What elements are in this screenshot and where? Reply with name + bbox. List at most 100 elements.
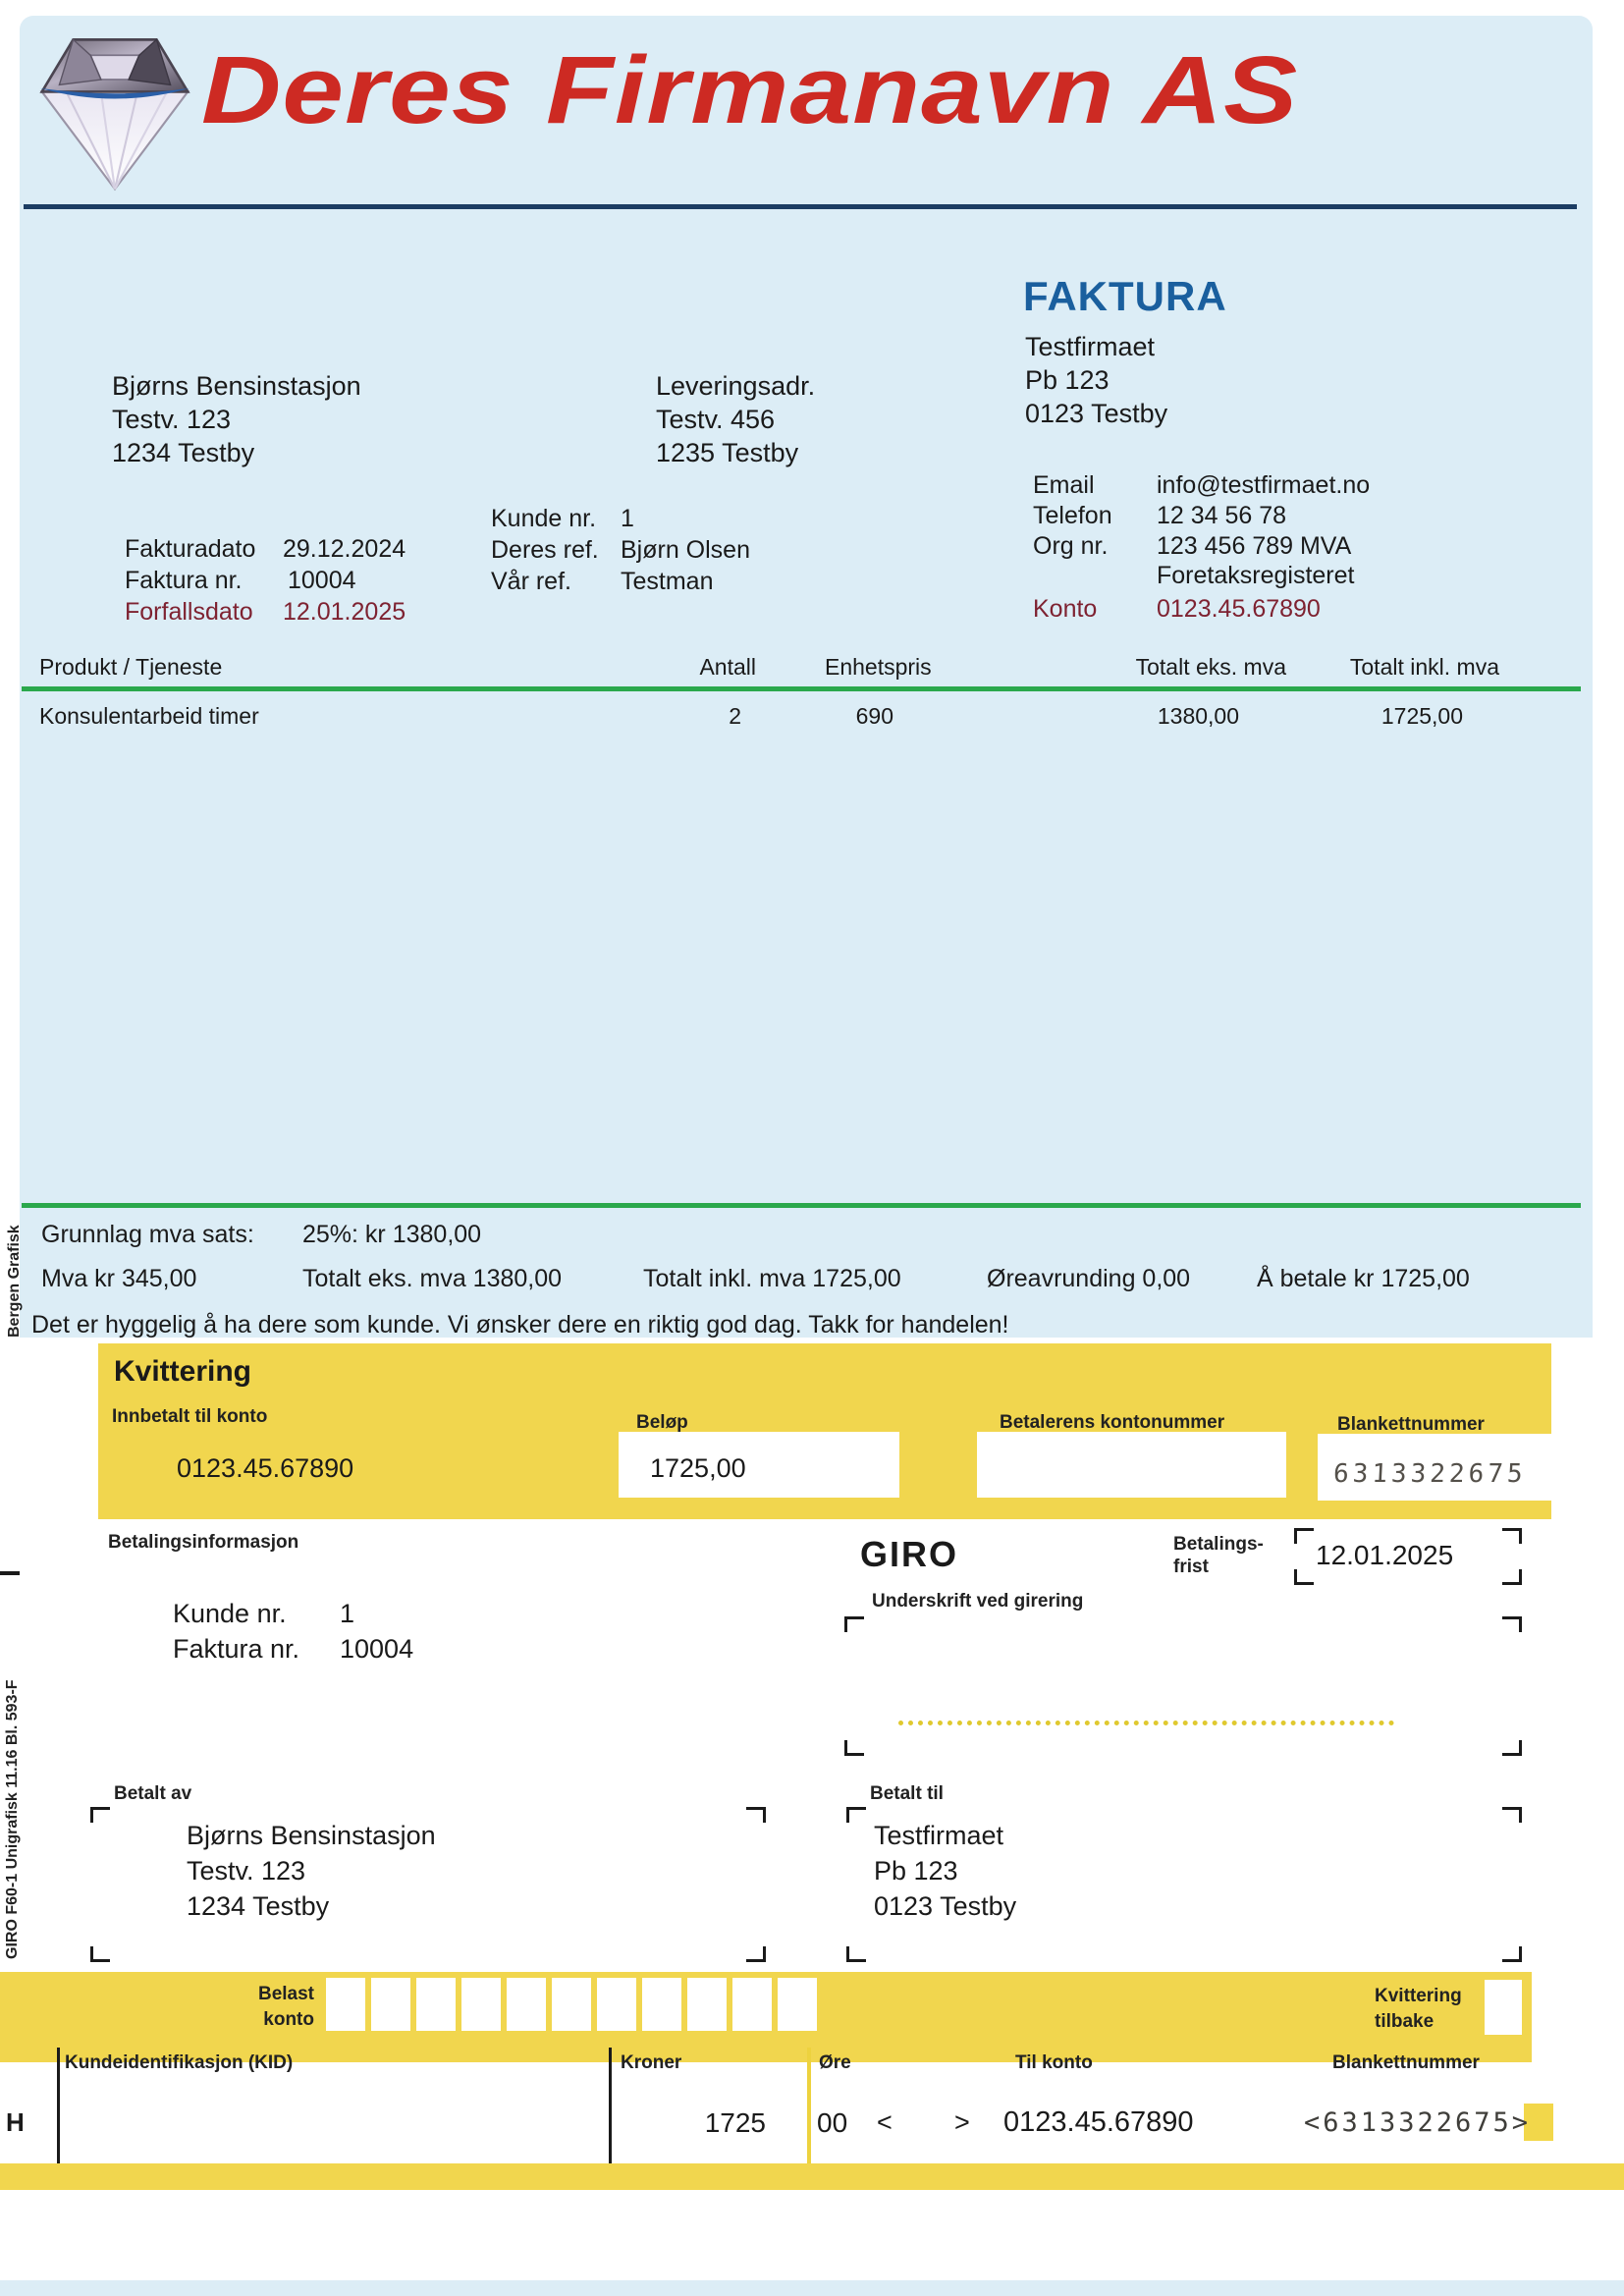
signature-corner-bl xyxy=(844,1740,864,1756)
kroner-divider xyxy=(609,2048,612,2165)
lt-mark: < xyxy=(877,2107,893,2137)
our-ref-value: Testman xyxy=(621,568,714,595)
h-mark: H xyxy=(6,2107,25,2137)
register-value: Foretaksregisteret xyxy=(1157,562,1355,589)
paid-by-name: Bjørns Bensinstasjon xyxy=(187,1821,436,1850)
paid-to-corner-br xyxy=(1502,1946,1522,1962)
diamond-logo-icon xyxy=(27,27,202,192)
belast-label-1: Belast xyxy=(257,1984,314,2004)
konto-value: 0123.45.67890 xyxy=(1157,595,1321,623)
rounding: Øreavrunding 0,00 xyxy=(987,1265,1191,1292)
kvittering-tilbake-box xyxy=(1485,1980,1522,2035)
paid-by-city: 1234 Testby xyxy=(187,1891,330,1921)
invoice-panel xyxy=(20,16,1593,1338)
col-header-product: Produkt / Tjeneste xyxy=(39,654,223,680)
paid-by-corner-br xyxy=(746,1946,766,1962)
due-date-label: Forfallsdato xyxy=(125,598,253,626)
cell-qty: 2 xyxy=(729,703,741,729)
due-date-value: 12.01.2025 xyxy=(283,598,406,626)
belast-label-2: konto xyxy=(263,2009,314,2030)
ore-header: Øre xyxy=(819,2052,851,2073)
signature-corner-tr xyxy=(1502,1616,1522,1632)
signature-label: Underskrift ved girering xyxy=(872,1591,1084,1612)
kid-divider xyxy=(57,2048,60,2165)
amount-value: 1725,00 xyxy=(650,1453,746,1483)
email-value: info@testfirmaet.no xyxy=(1157,471,1371,499)
kvittering-tilbake-label-2: tilbake xyxy=(1375,2011,1435,2032)
vat-base-label: Grunnlag mva sats: xyxy=(41,1221,254,1248)
company-name: Deres Firmanavn AS xyxy=(201,36,1299,143)
kroner-header: Kroner xyxy=(621,2052,682,2073)
due-box-corner-tl xyxy=(1294,1528,1314,1544)
amount-box xyxy=(619,1432,899,1498)
payer-account-label: Betalerens kontonummer xyxy=(1000,1412,1225,1433)
kid-header: Kundeidentifikasjon (KID) xyxy=(65,2052,294,2073)
col-header-total-inc: Totalt inkl. mva xyxy=(1349,654,1499,680)
account-digit-box xyxy=(642,1978,681,2031)
delivery-street: Testv. 456 xyxy=(656,405,776,434)
paid-by-corner-tl xyxy=(90,1807,110,1823)
printshop-credit: Bergen Grafisk xyxy=(6,1225,23,1338)
account-digit-box xyxy=(597,1978,636,2031)
payment-due-value: 12.01.2025 xyxy=(1316,1540,1454,1570)
account-digit-box xyxy=(416,1978,456,2031)
total-inc-vat: Totalt inkl. mva 1725,00 xyxy=(643,1265,901,1292)
col-header-total-ex: Totalt eks. mva xyxy=(1135,654,1286,680)
invoice-date-value: 29.12.2024 xyxy=(283,535,406,563)
blankett-highlight xyxy=(1524,2104,1553,2141)
giro-invoice-label: Faktura nr. xyxy=(173,1634,300,1664)
issuer-city: 0123 Testby xyxy=(1025,399,1168,428)
konto-label: Konto xyxy=(1033,595,1098,623)
giro-invoice-value: 10004 xyxy=(340,1634,414,1664)
recipient-street: Testv. 123 xyxy=(112,405,232,434)
account-digit-box xyxy=(778,1978,817,2031)
kroner-value: 1725 xyxy=(704,2107,766,2138)
account-digit-box xyxy=(326,1978,365,2031)
phone-value: 12 34 56 78 xyxy=(1157,502,1287,529)
til-konto-value: 0123.45.67890 xyxy=(1003,2106,1194,2138)
paid-by-corner-bl xyxy=(90,1946,110,1962)
header-rule xyxy=(24,204,1577,209)
summary-rule xyxy=(22,1203,1581,1208)
email-label: Email xyxy=(1033,471,1095,499)
thanks-note: Det er hyggelig å ha dere som kunde. Vi … xyxy=(31,1311,1009,1339)
customer-no-value: 1 xyxy=(621,505,634,532)
receipt-blankett-box xyxy=(1318,1434,1551,1501)
cell-product: Konsulentarbeid timer xyxy=(39,703,259,729)
ore-value: 00 xyxy=(817,2107,848,2138)
invoice-no-value: 10004 xyxy=(288,567,356,594)
account-digit-box xyxy=(687,1978,727,2031)
amount-label: Beløp xyxy=(636,1412,688,1433)
invoice-no-label: Faktura nr. xyxy=(125,567,243,594)
phone-label: Telefon xyxy=(1033,502,1112,529)
account-digit-box xyxy=(371,1978,410,2031)
payer-account-box xyxy=(977,1432,1286,1498)
paid-to-corner-tr xyxy=(1502,1807,1522,1823)
paid-to-account-label: Innbetalt til konto xyxy=(112,1406,268,1427)
signature-dotted-line xyxy=(898,1721,1394,1725)
slip-blankett-value: <6313322675> xyxy=(1304,2107,1532,2138)
due-box-corner-tr xyxy=(1502,1528,1522,1544)
delivery-label: Leveringsadr. xyxy=(656,371,816,401)
giro-customer-label: Kunde nr. xyxy=(173,1599,287,1628)
account-digit-box xyxy=(507,1978,546,2031)
bottom-yellow-strip xyxy=(0,2163,1624,2190)
kvittering-title: Kvittering xyxy=(114,1355,252,1388)
giro-form-id: GIRO F60-1 Unigrafisk 11.16 Bl. 593-F xyxy=(4,1679,21,1959)
paid-by-street: Testv. 123 xyxy=(187,1856,306,1886)
cell-unitprice: 690 xyxy=(855,703,893,729)
vat-amount: Mva kr 345,00 xyxy=(41,1265,197,1292)
paid-by-corner-tr xyxy=(746,1807,766,1823)
recipient-city: 1234 Testby xyxy=(112,438,255,467)
paid-to-corner-bl xyxy=(846,1946,866,1962)
customer-no-label: Kunde nr. xyxy=(491,505,597,532)
payment-info-label: Betalingsinformasjon xyxy=(108,1532,299,1553)
orgnr-label: Org nr. xyxy=(1033,532,1109,560)
til-konto-header: Til konto xyxy=(1015,2052,1093,2073)
receipt-blankett-value: 6313322675 xyxy=(1332,1459,1528,1489)
receipt-blankett-label: Blankettnummer xyxy=(1337,1414,1485,1435)
payment-due-label-2: frist xyxy=(1173,1557,1209,1577)
slip-blankett-header: Blankettnummer xyxy=(1332,2052,1480,2073)
due-box-corner-bl xyxy=(1294,1569,1314,1585)
